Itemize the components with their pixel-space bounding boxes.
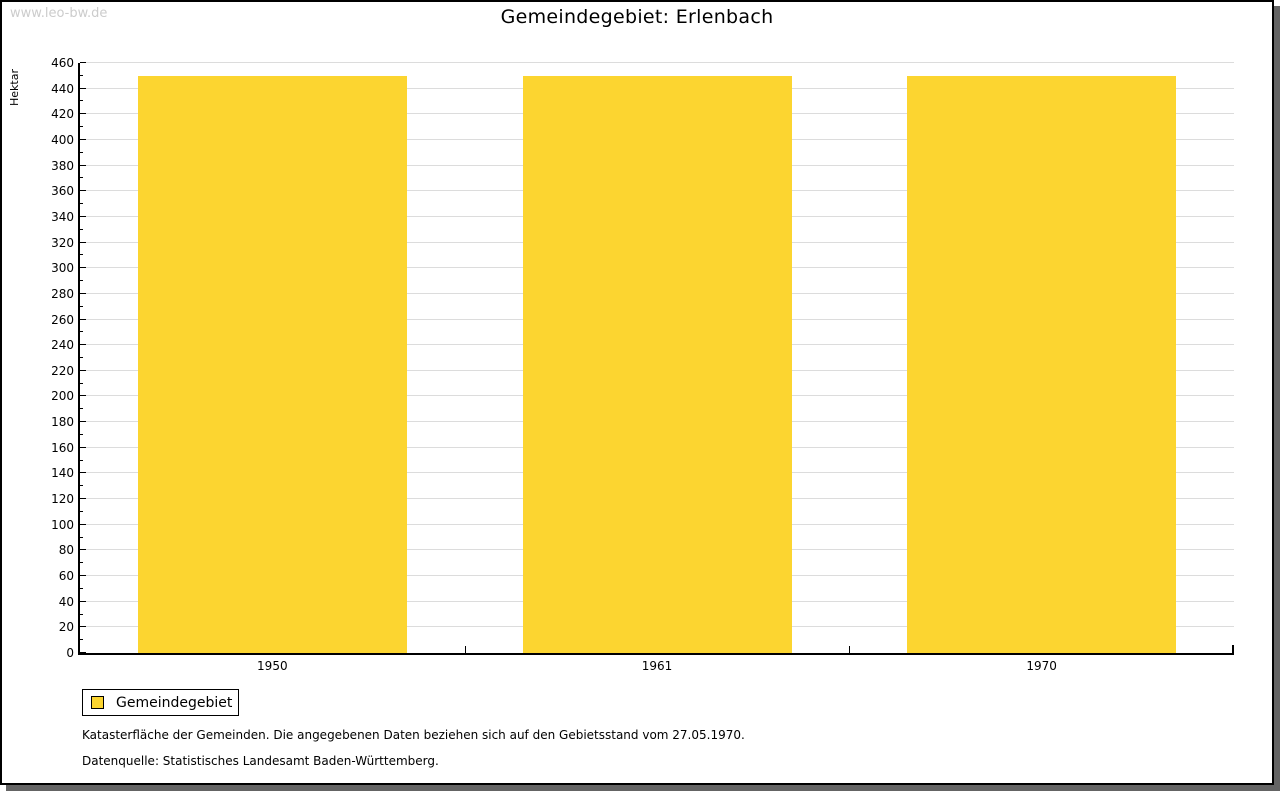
gridline <box>80 62 1234 63</box>
y-minor-tick <box>80 587 83 589</box>
y-minor-tick <box>80 126 83 128</box>
y-minor-tick <box>80 100 83 102</box>
y-major-tick <box>80 344 86 346</box>
y-tick-label: 360 <box>51 184 74 199</box>
y-tick-label: 280 <box>51 286 74 301</box>
y-minor-tick <box>80 305 83 307</box>
y-minor-tick <box>80 382 83 384</box>
y-major-tick <box>80 523 86 525</box>
legend-swatch-icon <box>91 696 104 709</box>
y-tick-label: 420 <box>51 107 74 122</box>
y-major-tick <box>80 318 86 320</box>
y-tick-label: 400 <box>51 132 74 147</box>
y-tick-label: 380 <box>51 158 74 173</box>
y-minor-tick <box>80 536 83 538</box>
y-major-tick <box>80 549 86 551</box>
legend-label: Gemeindegebiet <box>116 694 233 711</box>
x-axis-end-tick <box>1232 645 1234 653</box>
y-tick-label: 40 <box>58 594 74 609</box>
y-tick-label: 20 <box>58 620 74 635</box>
y-major-tick <box>80 575 86 577</box>
legend: Gemeindegebiet <box>82 689 240 716</box>
footnote: Katasterfläche der Gemeinden. Die angege… <box>82 728 745 742</box>
y-tick-label: 200 <box>51 389 74 404</box>
y-minor-tick <box>80 357 83 358</box>
bar <box>138 76 407 653</box>
y-minor-tick <box>80 510 83 512</box>
x-tick-label: 1961 <box>641 659 673 673</box>
y-minor-tick <box>80 177 83 179</box>
y-minor-tick <box>80 331 83 333</box>
x-tick-label: 1970 <box>1026 659 1057 673</box>
bar <box>523 76 792 653</box>
y-tick-label: 220 <box>51 363 74 378</box>
y-major-tick <box>80 113 86 115</box>
y-major-tick <box>80 190 86 192</box>
plot-area: 0 20 40 60 80 100 120 140 160 180 200 220 240 260 280 3… <box>51 57 1234 673</box>
y-tick-label: 460 <box>51 56 74 70</box>
x-category-tick <box>465 646 466 653</box>
y-axis-label: Hektar <box>8 69 21 106</box>
y-minor-tick <box>80 408 83 410</box>
chart-title: Gemeindegebiet: Erlenbach <box>500 6 774 28</box>
y-tick-label: 240 <box>51 338 74 353</box>
y-minor-tick <box>80 254 83 256</box>
y-tick-label: 0 <box>66 646 74 660</box>
y-major-tick <box>80 600 86 602</box>
y-minor-tick <box>80 639 83 641</box>
y-major-tick <box>80 292 86 294</box>
frame-shadow-right <box>1274 6 1280 791</box>
y-major-tick <box>80 421 86 423</box>
y-major-tick <box>80 164 86 166</box>
frame-shadow-bottom <box>6 785 1280 791</box>
y-major-tick <box>80 138 86 140</box>
y-major-tick <box>80 215 86 217</box>
y-tick-label: 180 <box>51 415 74 430</box>
y-tick-label: 60 <box>58 569 74 584</box>
y-minor-tick <box>80 203 83 205</box>
y-major-tick <box>80 241 86 243</box>
y-minor-tick <box>80 280 83 282</box>
y-major-tick <box>80 267 86 269</box>
y-minor-tick <box>80 433 83 435</box>
y-minor-tick <box>80 562 83 564</box>
y-minor-tick <box>80 74 83 76</box>
y-major-tick <box>80 395 86 397</box>
y-tick-label: 440 <box>51 81 74 96</box>
y-major-tick <box>80 369 86 371</box>
data-source-note: Datenquelle: Statistisches Landesamt Bad… <box>82 754 439 768</box>
y-major-tick <box>80 446 86 448</box>
x-tick-label: 1950 <box>257 659 288 673</box>
y-major-tick <box>80 472 86 474</box>
y-minor-tick <box>80 485 83 487</box>
y-major-tick <box>80 62 86 63</box>
y-minor-tick <box>80 151 83 153</box>
y-minor-tick <box>80 459 83 461</box>
y-tick-label: 120 <box>51 492 74 507</box>
y-tick-label: 260 <box>51 312 74 327</box>
y-major-tick <box>80 87 86 89</box>
y-minor-tick <box>80 228 83 230</box>
y-tick-label: 100 <box>51 517 74 532</box>
y-tick-label: 140 <box>51 466 74 481</box>
y-minor-tick <box>80 613 83 615</box>
y-tick-label: 320 <box>51 235 74 250</box>
y-tick-label: 340 <box>51 209 74 224</box>
y-tick-label: 160 <box>51 440 74 455</box>
watermark: www.leo-bw.de <box>10 6 108 21</box>
x-category-tick <box>849 646 850 653</box>
y-major-tick <box>80 652 86 653</box>
y-tick-label: 300 <box>51 261 74 276</box>
y-tick-label: 80 <box>58 543 74 558</box>
y-major-tick <box>80 498 86 500</box>
y-major-tick <box>80 626 86 628</box>
bar <box>907 76 1176 653</box>
